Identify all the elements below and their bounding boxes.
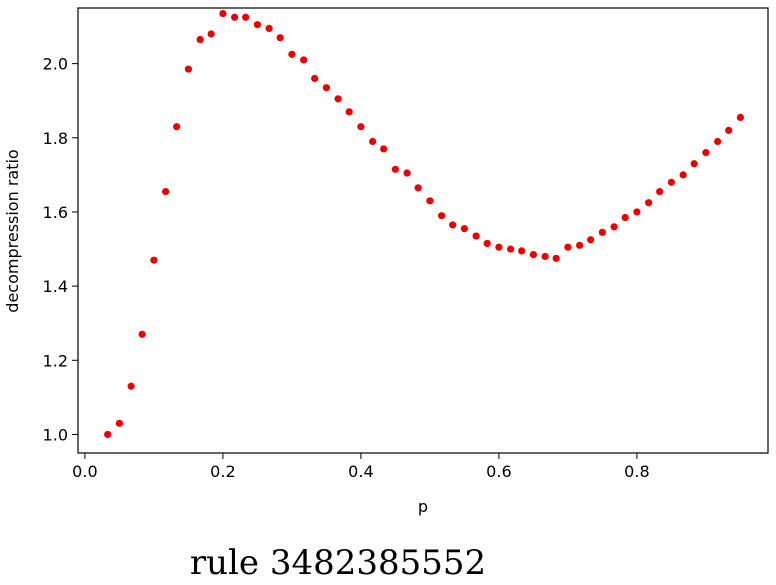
x-axis-label: p	[418, 497, 428, 516]
data-point	[184, 65, 192, 73]
data-point	[483, 239, 491, 248]
data-point	[138, 330, 146, 338]
data-point	[518, 247, 526, 255]
y-axis-ticks: 1.0 1.2 1.4 1.6 1.8 2.0	[43, 55, 78, 444]
data-point	[472, 232, 480, 240]
data-point	[645, 199, 653, 207]
x-tick-label: 0.6	[486, 462, 511, 481]
y-tick-label: 1.6	[43, 203, 68, 222]
data-point	[587, 236, 595, 244]
data-point	[679, 171, 687, 179]
data-point	[449, 221, 457, 229]
data-point	[529, 251, 538, 259]
data-point	[276, 34, 284, 42]
data-point	[714, 137, 722, 146]
x-tick-label: 0.0	[72, 462, 97, 481]
data-point	[460, 225, 468, 233]
data-point	[288, 50, 296, 58]
y-tick-label: 1.8	[43, 129, 68, 148]
chart-caption: rule 3482385552	[190, 543, 486, 583]
data-point	[334, 95, 342, 103]
data-point	[426, 197, 434, 205]
data-point	[265, 24, 273, 32]
data-point	[541, 252, 549, 261]
y-axis-label: decompression ratio	[3, 149, 22, 312]
data-point	[690, 160, 698, 168]
data-point	[380, 145, 388, 153]
data-point	[414, 184, 422, 192]
data-point	[300, 56, 308, 64]
data-point	[507, 245, 515, 253]
data-point	[196, 35, 204, 44]
y-tick-label: 1.2	[43, 351, 68, 370]
data-point	[231, 13, 239, 21]
x-tick-label: 0.2	[210, 462, 235, 481]
plot-frame	[77, 7, 769, 454]
data-point	[667, 178, 676, 186]
data-point	[438, 212, 446, 220]
y-tick-label: 1.4	[43, 277, 68, 296]
plot-area	[77, 7, 769, 454]
y-tick-label: 1.0	[43, 425, 68, 444]
data-point	[127, 382, 135, 390]
y-tick-label: 2.0	[43, 55, 68, 74]
data-point	[621, 213, 629, 222]
data-point	[345, 108, 353, 116]
data-point	[702, 149, 710, 157]
data-point	[162, 187, 170, 196]
x-tick-label: 0.8	[624, 462, 649, 481]
data-point	[242, 13, 250, 21]
data-point	[403, 169, 411, 177]
data-point	[610, 223, 618, 231]
data-point	[150, 256, 158, 264]
data-point	[322, 84, 330, 92]
x-tick-label: 0.4	[348, 462, 373, 481]
data-point	[564, 243, 572, 251]
data-point	[104, 430, 112, 439]
data-point	[552, 254, 560, 262]
data-point	[253, 21, 261, 29]
data-point	[115, 419, 123, 427]
x-axis-ticks: 0.0 0.2 0.4 0.6 0.8	[72, 453, 650, 481]
data-point	[576, 241, 584, 249]
data-point	[598, 228, 607, 236]
data-point	[633, 208, 641, 216]
data-point	[656, 187, 664, 196]
data-point	[391, 165, 399, 173]
data-point	[495, 243, 503, 251]
data-point	[357, 123, 365, 131]
data-point	[219, 9, 227, 18]
data-points	[104, 9, 745, 439]
data-point	[173, 123, 181, 131]
data-point	[207, 30, 215, 38]
data-point	[369, 137, 377, 146]
data-point	[311, 74, 319, 83]
data-point	[725, 126, 733, 134]
data-point	[736, 113, 745, 121]
